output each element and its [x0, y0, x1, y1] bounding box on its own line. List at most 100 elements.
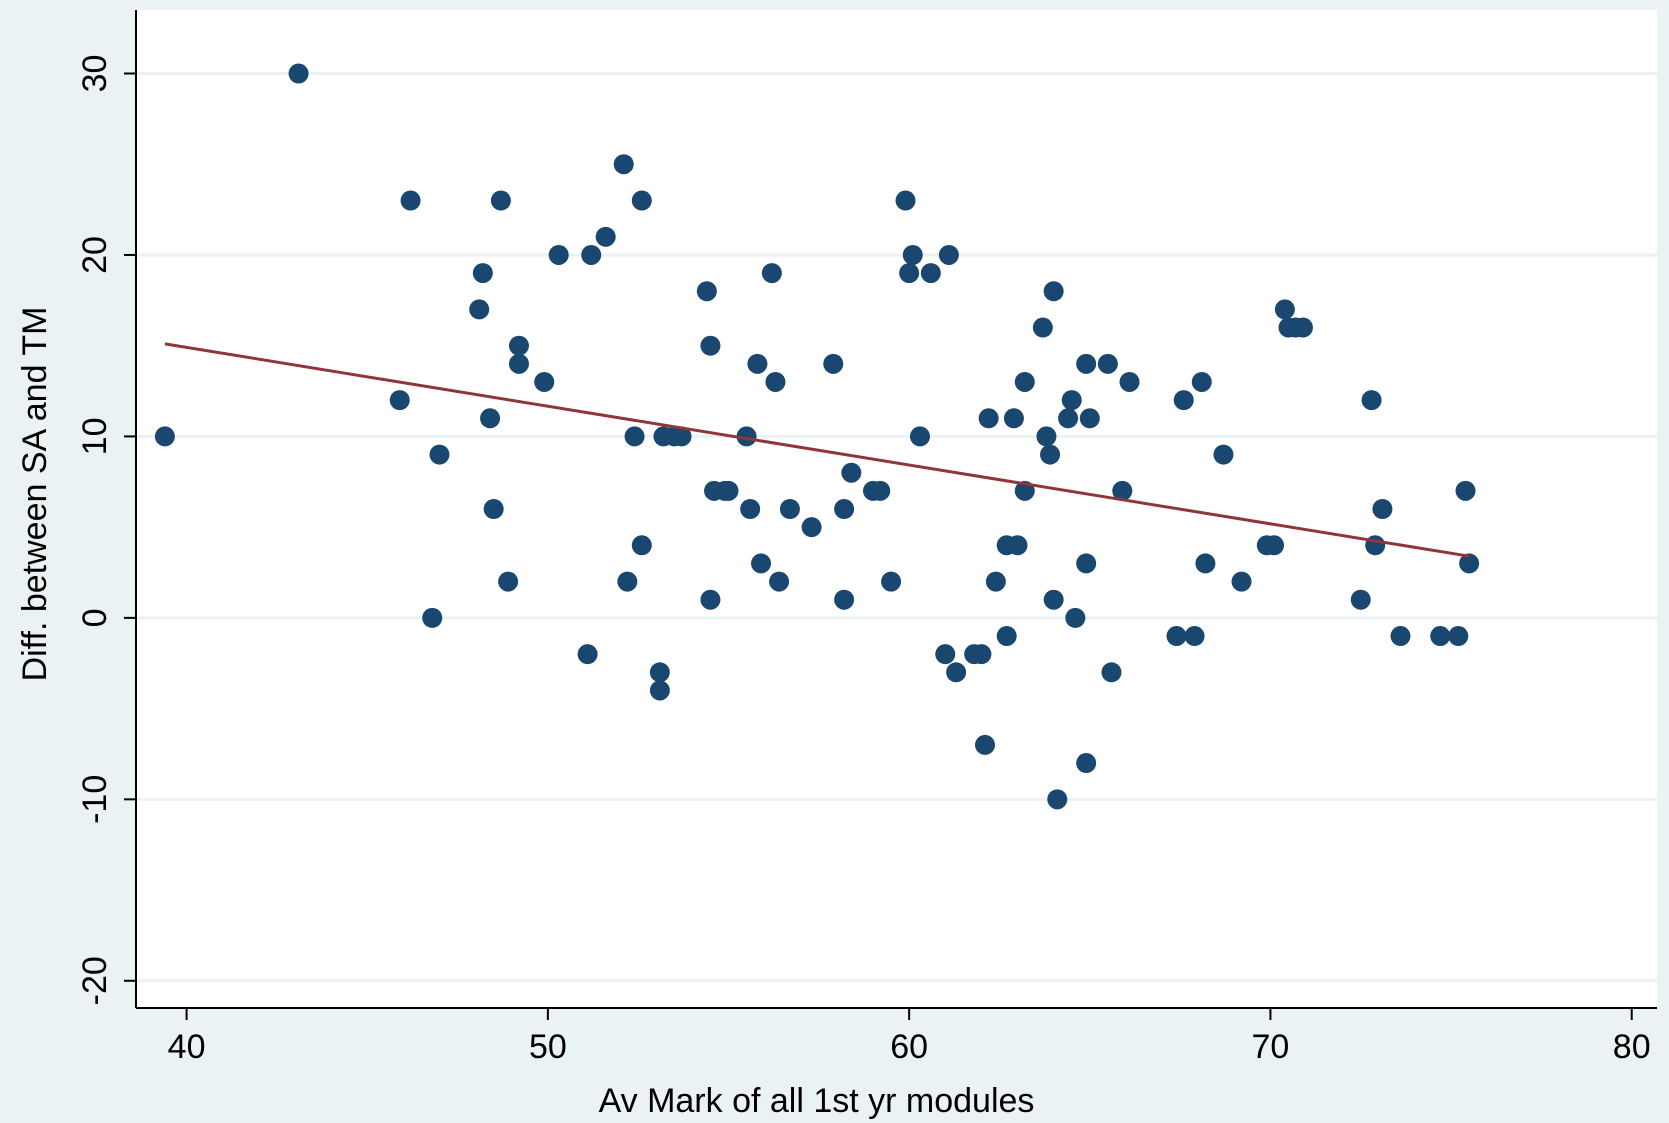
data-points — [154, 63, 1480, 810]
data-point-19 — [613, 154, 634, 175]
data-point-81 — [1076, 753, 1097, 774]
data-point-8 — [480, 408, 501, 429]
data-point-60 — [971, 644, 992, 665]
data-point-91 — [1195, 553, 1216, 574]
data-point-92 — [1213, 444, 1234, 465]
data-point-107 — [1455, 480, 1476, 501]
data-point-40 — [765, 371, 786, 392]
data-point-76 — [1058, 408, 1079, 429]
data-point-36 — [740, 499, 761, 519]
data-point-62 — [978, 408, 999, 429]
data-point-101 — [1361, 390, 1382, 411]
data-point-89 — [1184, 626, 1205, 647]
data-point-13 — [508, 335, 529, 356]
data-point-23 — [631, 190, 652, 211]
y-tick-labels: -20 -10 0 10 20 30 — [76, 55, 136, 1005]
data-point-22 — [631, 535, 652, 556]
data-point-30 — [700, 335, 721, 356]
data-point-64 — [996, 626, 1017, 647]
y-tick-label-3: 10 — [76, 418, 114, 456]
data-point-104 — [1390, 626, 1411, 647]
data-point-12 — [508, 353, 529, 374]
data-point-80 — [1076, 353, 1097, 374]
data-point-29 — [696, 281, 717, 302]
plot-area — [136, 10, 1657, 1008]
data-point-61 — [975, 734, 996, 755]
y-tick-label-0: -20 — [76, 956, 114, 1005]
data-point-69 — [1014, 371, 1035, 392]
data-point-71 — [1036, 426, 1057, 447]
data-point-25 — [649, 680, 670, 701]
data-point-24 — [649, 662, 670, 683]
data-point-45 — [834, 499, 855, 519]
data-point-75 — [1047, 789, 1068, 810]
data-point-73 — [1043, 281, 1064, 302]
data-point-35 — [736, 426, 757, 447]
data-point-52 — [899, 263, 920, 284]
y-axis-label: Diff. between SA and TM — [16, 307, 54, 682]
data-point-96 — [1274, 299, 1295, 320]
y-tick-label-4: 20 — [76, 236, 114, 274]
data-point-88 — [1173, 390, 1194, 411]
data-point-46 — [834, 589, 855, 610]
data-point-86 — [1119, 371, 1140, 392]
data-point-20 — [617, 571, 638, 592]
data-point-108 — [1459, 553, 1480, 574]
data-point-82 — [1079, 408, 1100, 429]
data-point-31 — [700, 589, 721, 610]
data-point-56 — [935, 644, 956, 665]
x-tick-labels: 40 50 60 70 80 — [168, 1008, 1651, 1066]
data-point-44 — [823, 353, 844, 374]
data-point-41 — [769, 571, 790, 592]
data-point-42 — [779, 499, 800, 519]
data-point-47 — [841, 462, 862, 483]
data-point-83 — [1097, 353, 1118, 374]
data-point-63 — [985, 571, 1006, 592]
y-tick-label-2: 0 — [76, 608, 114, 627]
data-point-74 — [1043, 589, 1064, 610]
data-point-17 — [581, 244, 602, 265]
data-point-58 — [946, 662, 967, 683]
data-point-4 — [422, 607, 443, 628]
data-point-51 — [895, 190, 916, 211]
data-point-38 — [751, 553, 772, 574]
data-point-103 — [1372, 499, 1393, 519]
data-point-11 — [498, 571, 519, 592]
x-tick-label-4: 80 — [1613, 1028, 1651, 1066]
data-point-87 — [1166, 626, 1187, 647]
data-point-37 — [747, 353, 768, 374]
data-point-66 — [1003, 408, 1024, 429]
x-tick-label-3: 70 — [1252, 1028, 1290, 1066]
data-point-5 — [429, 444, 450, 465]
data-point-99 — [1292, 317, 1313, 338]
data-point-10 — [490, 190, 511, 211]
x-tick-label-0: 40 — [168, 1028, 206, 1066]
data-point-18 — [595, 226, 616, 247]
data-point-50 — [881, 571, 902, 592]
data-point-77 — [1061, 390, 1082, 411]
data-point-28 — [671, 426, 692, 447]
data-point-53 — [902, 244, 923, 265]
x-axis-label: Av Mark of all 1st yr modules — [599, 1082, 1035, 1120]
data-point-3 — [400, 190, 421, 211]
data-point-34 — [718, 480, 739, 501]
x-tick-label-2: 60 — [890, 1028, 928, 1066]
data-point-6 — [469, 299, 490, 320]
data-point-49 — [870, 480, 891, 501]
axes — [135, 10, 1657, 1009]
data-point-84 — [1101, 662, 1122, 683]
data-point-95 — [1264, 535, 1285, 556]
data-point-106 — [1448, 626, 1469, 647]
data-point-55 — [920, 263, 941, 284]
data-point-67 — [1007, 535, 1028, 556]
data-point-7 — [472, 263, 493, 284]
data-point-9 — [483, 499, 504, 519]
fit-line — [164, 342, 1470, 558]
grid-lines — [136, 72, 1657, 983]
data-point-79 — [1076, 553, 1097, 574]
data-point-78 — [1065, 607, 1086, 628]
x-tick-label-1: 50 — [529, 1028, 567, 1066]
data-point-1 — [288, 63, 309, 84]
data-point-70 — [1032, 317, 1053, 338]
